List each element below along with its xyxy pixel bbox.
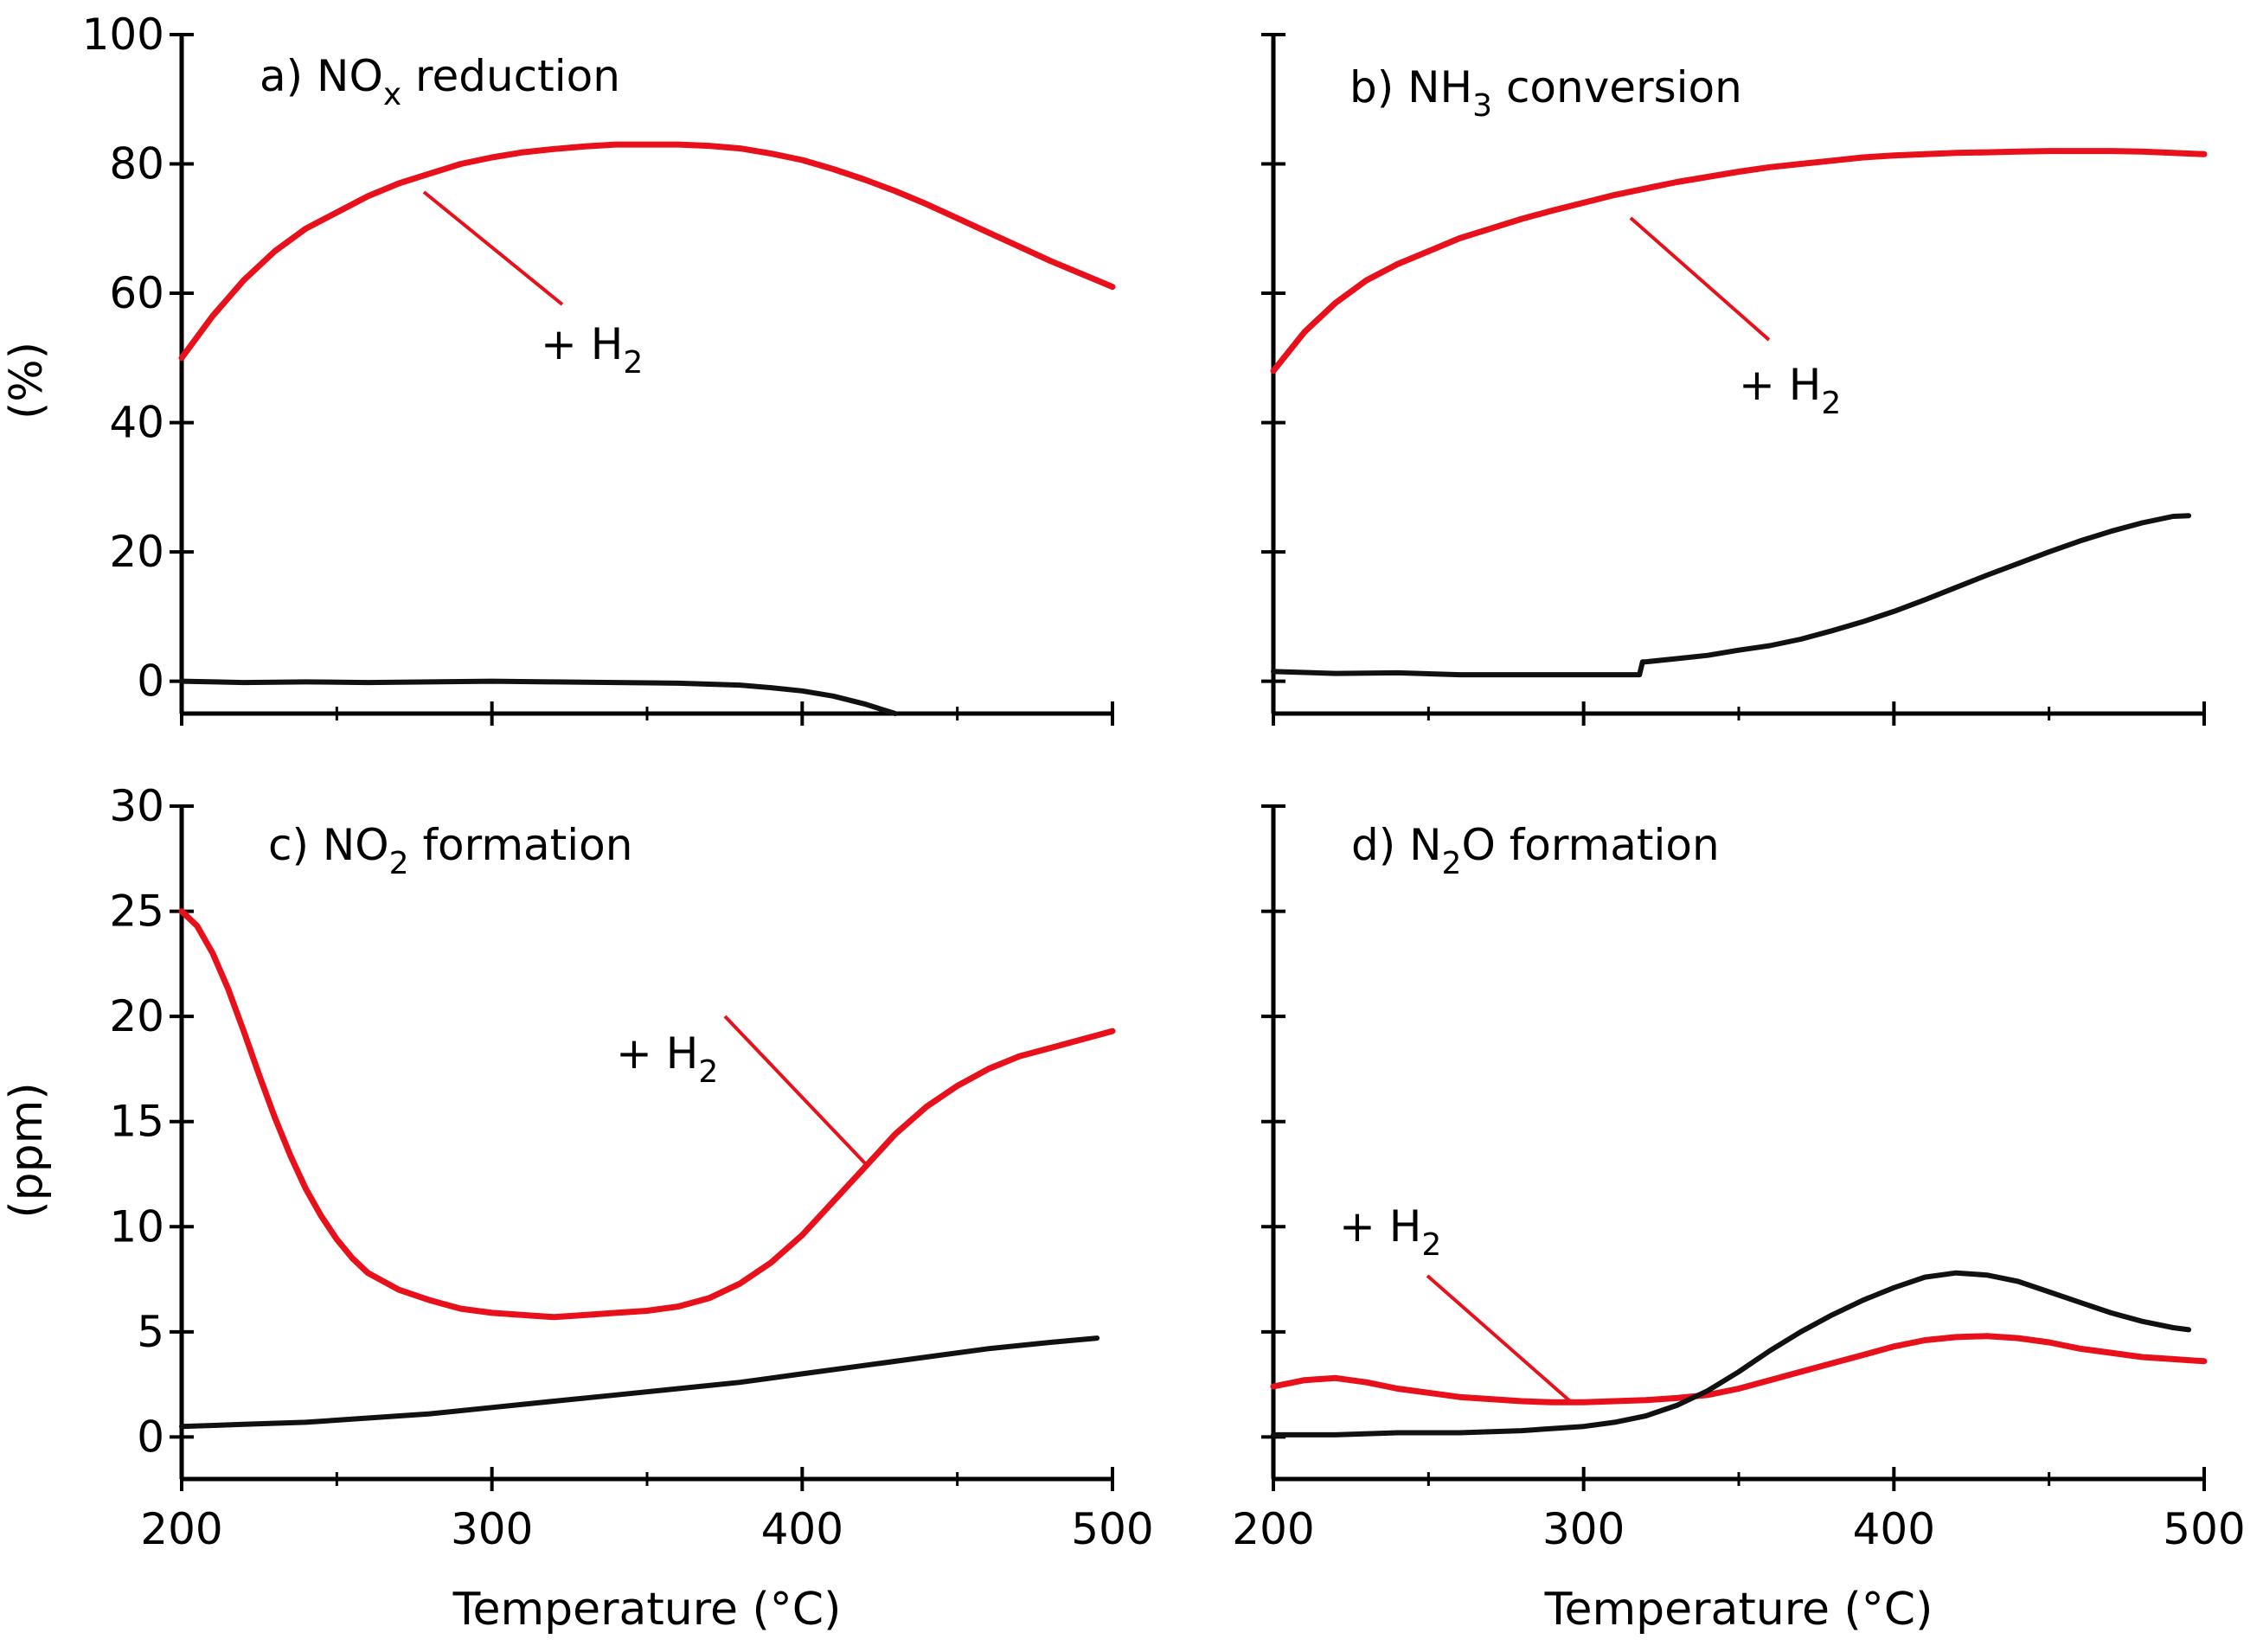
annotation-h2-label-subscript: 2 [1821, 386, 1841, 421]
panel-title-subscript: 2 [389, 846, 409, 881]
series-line-h2 [178, 908, 1116, 1321]
y-tick-label: 20 [109, 991, 164, 1041]
panel-title-suffix: O formation [1461, 820, 1719, 870]
x-tick-label: 200 [140, 1504, 222, 1554]
panel-title: c) NO2 formation [268, 820, 632, 881]
panel-a: 0 20 40 60 80 100 a) NOx reduction + H2 [82, 10, 1116, 726]
annotation-h2-label-main: + H [1739, 360, 1821, 410]
series-line-h2 [1270, 148, 2208, 375]
annotation-h2-label-main: + H [616, 1028, 698, 1079]
panel-c: 0 5 10 15 20 25 30 200 300 400 500 Temperature (°C)… [109, 781, 1153, 1636]
series-line-h2 [178, 141, 1116, 362]
annotation-leader-line [723, 1015, 867, 1165]
x-tick-label: 200 [1232, 1504, 1314, 1554]
x-tick-label: 500 [2163, 1504, 2245, 1554]
y-axis-title-ppm: (ppm) [1, 1082, 53, 1218]
annotation-h2-label: + H2 [1739, 360, 1841, 421]
panel-title-main: c) NO [268, 820, 389, 870]
panel-title: b) NH3 conversion [1349, 62, 1742, 124]
panel-b: b) NH3 conversion + H2 [1261, 33, 2208, 726]
panel-title-subscript: 3 [1472, 88, 1492, 124]
annotation-h2-label-subscript: 2 [623, 345, 643, 381]
y-axis-title-percent: (%) [1, 342, 53, 419]
annotation-h2-label: + H2 [541, 319, 643, 381]
y-tick-label: 0 [137, 656, 164, 707]
panel-title-subscript: 2 [1442, 846, 1462, 881]
series-line-baseline [179, 1335, 1100, 1430]
annotation-h2-label-main: + H [541, 319, 623, 369]
panel-title: a) NOx reduction [260, 51, 620, 112]
annotation-h2-label: + H2 [1339, 1201, 1441, 1263]
annotation-leader-line [422, 190, 564, 306]
panel-title: d) N2O formation [1351, 820, 1720, 881]
series-line-h2 [1270, 1333, 2208, 1405]
y-tick-label: 80 [109, 139, 164, 189]
y-tick-label: 0 [137, 1412, 164, 1462]
panel-title-suffix: conversion [1492, 62, 1742, 112]
panel-title-suffix: formation [409, 820, 633, 870]
annotation-h2-label-subscript: 2 [1421, 1227, 1441, 1263]
series-line-baseline [1271, 513, 2192, 678]
y-tick-label: 30 [109, 781, 164, 831]
x-tick-label: 300 [451, 1504, 533, 1554]
series-line-baseline [179, 678, 898, 716]
y-tick-label: 5 [137, 1307, 164, 1357]
annotation-h2-label-subscript: 2 [698, 1054, 718, 1090]
panel-title-main: b) NH [1349, 62, 1472, 112]
y-tick-label: 60 [109, 268, 164, 318]
x-axis-title: Temperature (°C) [1544, 1584, 1933, 1636]
panel-title-main: a) NO [260, 51, 383, 101]
x-tick-label: 400 [1853, 1504, 1935, 1554]
panel-title-main: d) N [1351, 820, 1442, 870]
y-tick-label: 20 [109, 527, 164, 577]
series-line-baseline [1271, 1270, 2192, 1437]
y-tick-label: 100 [82, 10, 164, 60]
x-axis-title: Temperature (°C) [452, 1584, 842, 1636]
y-tick-label: 10 [109, 1201, 164, 1252]
y-tick-label: 15 [109, 1097, 164, 1147]
annotation-leader-line [1629, 216, 1771, 342]
annotation-leader-line [1426, 1274, 1572, 1403]
x-tick-label: 500 [1071, 1504, 1153, 1554]
panel-title-suffix: reduction [401, 51, 620, 101]
x-tick-label: 300 [1542, 1504, 1625, 1554]
panel-title-subscript: x [383, 77, 401, 112]
y-tick-label: 25 [109, 887, 164, 937]
y-tick-label: 40 [109, 398, 164, 448]
x-tick-label: 400 [761, 1504, 843, 1554]
annotation-h2-label: + H2 [616, 1028, 718, 1090]
annotation-h2-label-main: + H [1339, 1201, 1421, 1252]
